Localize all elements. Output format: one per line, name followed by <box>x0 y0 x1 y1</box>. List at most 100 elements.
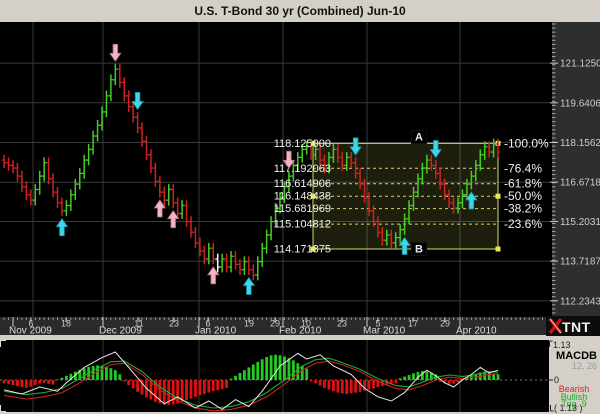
macd-histogram-bar <box>73 371 77 380</box>
macd-histogram-bar <box>51 380 55 385</box>
fib-pct-label: -50.0% <box>504 189 542 203</box>
date-axis: 6 18 11 23 6 19 29 10 23 5 17 29 Nov 2009 Dec 2009 Jan… <box>3 317 548 337</box>
macd-histogram-bar <box>202 380 206 394</box>
y-axis-label: 116.6718 <box>560 178 600 189</box>
macd-histogram-bar <box>398 378 402 380</box>
x-axis-day-label: 23 <box>337 319 347 329</box>
x-axis-month-label: Mar 2010 <box>363 326 406 337</box>
macd-histogram-bar <box>260 359 264 380</box>
arrow-up-icon <box>206 266 220 285</box>
x-axis-day-label: 29 <box>440 319 450 329</box>
macd-histogram-bar <box>78 369 82 380</box>
fib-anchor-b[interactable]: B <box>411 242 427 256</box>
arrow-up-icon <box>153 199 167 218</box>
x-axis-month-label: Feb 2010 <box>279 326 322 337</box>
macd-histogram-bar <box>16 380 19 387</box>
fib-handle[interactable] <box>310 140 316 146</box>
title-bar <box>0 0 600 22</box>
fib-handle[interactable] <box>310 193 316 199</box>
fib-pct-label: -23.6% <box>504 217 542 231</box>
macd-histogram-bar <box>2 380 6 384</box>
tnt-logo-text: TNT <box>562 319 591 335</box>
macd-histogram-bar <box>176 380 180 404</box>
macd-histogram-bar <box>247 367 251 380</box>
macd-histogram-bar <box>171 380 175 405</box>
macd-histogram-bar <box>496 374 500 380</box>
x-axis-day-label: 6 <box>205 319 210 329</box>
macd-histogram-bar <box>456 380 460 383</box>
macd-trigger-line <box>4 357 499 409</box>
macd-histogram-bar <box>131 380 135 389</box>
macd-histogram-bar <box>136 380 139 392</box>
x-axis-day-label: 5 <box>375 319 380 329</box>
tnt-logo-x-highlight <box>549 318 562 334</box>
macd-histogram-bar <box>340 380 344 394</box>
macd-histogram-bar <box>358 380 362 392</box>
x-axis-day-label: 29 <box>270 319 280 329</box>
macd-histogram-bar <box>394 380 398 384</box>
macd-histogram-bar <box>11 380 15 386</box>
fib-pct-label: -38.2% <box>504 202 542 216</box>
gridlines <box>0 22 552 412</box>
macd-histogram-bar <box>314 380 317 384</box>
macd-histogram-bar <box>96 365 99 380</box>
panel-separator <box>0 335 600 340</box>
x-axis-month-label: Nov 2009 <box>9 326 52 337</box>
macd-histogram-bar <box>105 366 108 380</box>
fib-pct-label: -76.4% <box>504 161 542 175</box>
macd-histogram-bar <box>29 380 33 387</box>
macd-histogram-bar <box>269 355 273 380</box>
x-axis-day-label: 6 <box>28 319 33 329</box>
macd-histogram-bar <box>363 380 366 391</box>
macd-histogram-bar <box>256 361 260 380</box>
x-axis-day-label: 17 <box>408 319 418 329</box>
macd-histogram-bar <box>438 380 442 382</box>
macd-zero-label: 0 <box>554 375 559 385</box>
macd-frame-mark-top <box>0 340 6 347</box>
fib-price-label: 117.192063 <box>274 163 331 175</box>
macd-histogram-bar <box>69 373 73 380</box>
macd-histogram-bar <box>354 380 358 393</box>
macd-histogram-bar <box>118 374 122 380</box>
x-axis-month-label: Dec 2009 <box>99 326 142 337</box>
macd-histogram-bar <box>461 378 464 380</box>
macd-histogram-bar <box>207 380 211 393</box>
y-axis-label: 119.6406 <box>560 98 600 109</box>
arrow-down-icon <box>282 150 296 169</box>
macd-histogram-bar <box>367 380 371 390</box>
fib-anchor-a[interactable]: A <box>411 130 427 144</box>
macd-histogram-bar <box>283 356 286 380</box>
macd-histogram-bar <box>278 355 282 380</box>
fib-pct-label: -61.8% <box>504 177 542 191</box>
macd-histogram-bar <box>421 371 424 380</box>
macd-histogram-bar <box>194 380 197 397</box>
macd-params: 12, 26 <box>572 361 597 371</box>
macd-histogram-bar <box>91 366 95 380</box>
macd-histogram-bar <box>220 380 224 389</box>
macd-histogram-bar <box>389 380 393 385</box>
macd-histogram-bar <box>332 380 335 392</box>
arrow-down-icon <box>349 137 362 156</box>
macd-histogram-bar <box>287 358 291 380</box>
macd-scale-bottom-bracket <box>550 405 554 412</box>
macd-histogram-bar <box>336 380 340 393</box>
macd-legend-bearish: Bearish <box>559 384 590 394</box>
fib-handle[interactable] <box>310 246 316 252</box>
fib-handle[interactable] <box>495 246 501 252</box>
macd-histogram-bar <box>238 373 242 380</box>
macd-histogram-bar <box>127 380 131 386</box>
macd-histogram-bar <box>305 368 309 380</box>
macd-frame-mark-bottom <box>0 405 6 412</box>
macd-histogram-bar <box>452 380 455 384</box>
macd-histogram-bar <box>154 380 157 402</box>
macd-histogram-bar <box>65 375 68 380</box>
fibonacci-labels: 118.125000 -100.0% 117.192063 -76.4% 116.614… <box>274 136 549 255</box>
y-axis-label: 113.7187 <box>560 257 600 268</box>
macd-histogram-bar <box>113 370 117 380</box>
macd-histogram-bar <box>180 380 184 402</box>
arrow-up-icon <box>398 236 411 255</box>
fib-handle[interactable] <box>495 193 501 199</box>
macd-histogram-bar <box>20 380 24 388</box>
fib-price-label: 118.125000 <box>274 138 331 150</box>
macd-histogram-bar <box>429 372 433 380</box>
